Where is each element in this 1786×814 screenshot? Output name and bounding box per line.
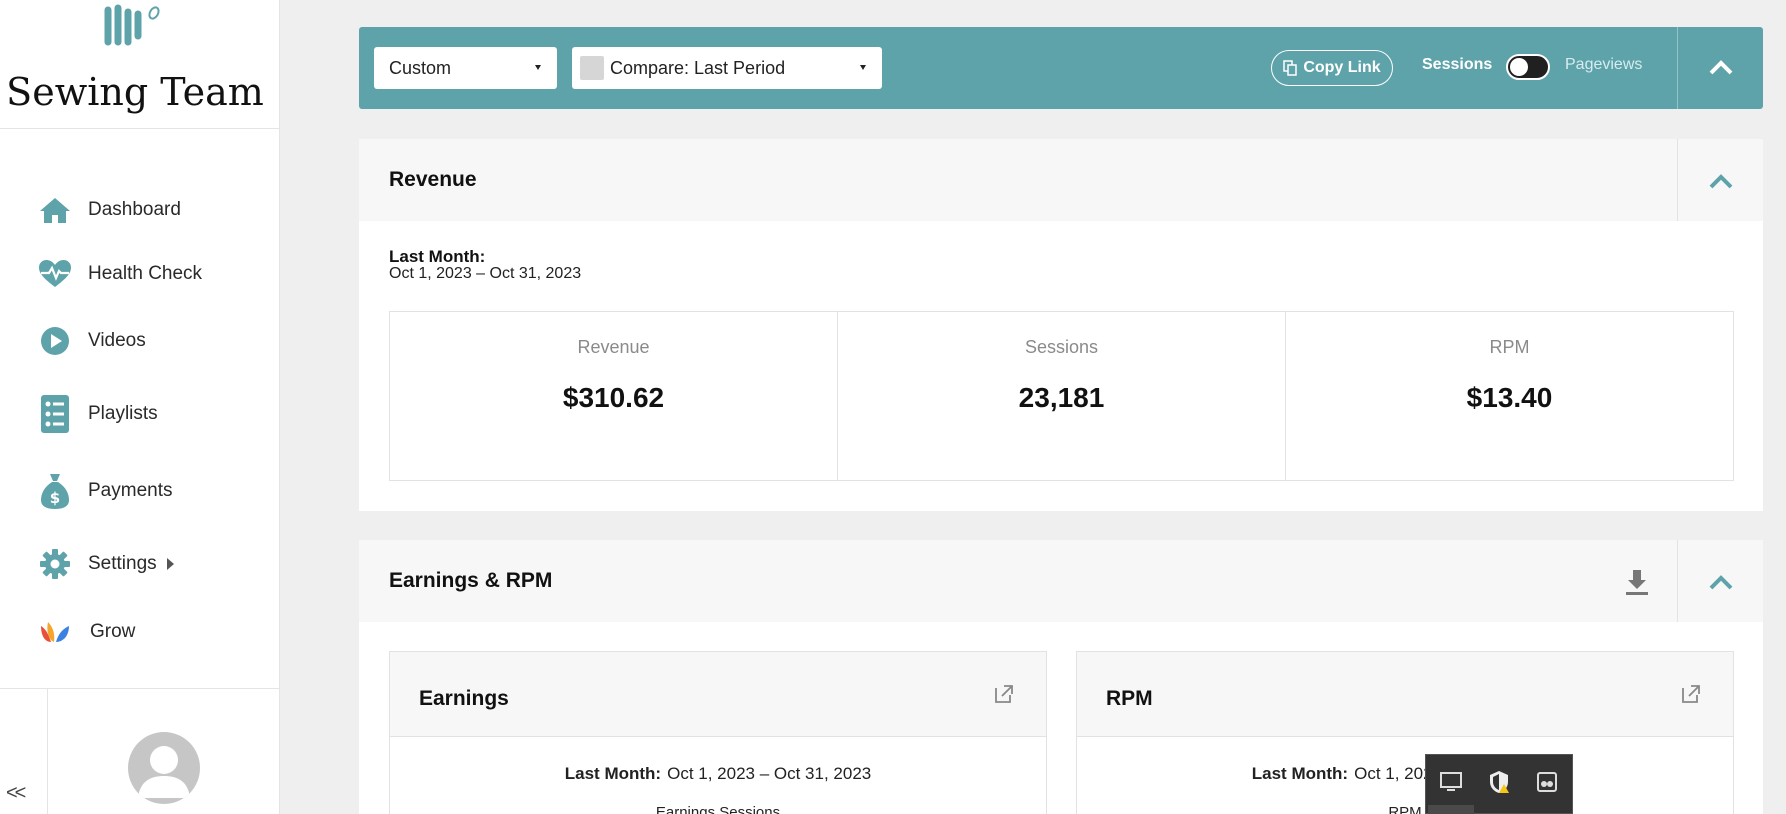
- sidebar-divider: [0, 688, 280, 689]
- avatar[interactable]: [128, 732, 200, 804]
- brand-name: Sewing Team: [6, 70, 264, 114]
- heartbeat-icon: [38, 257, 72, 291]
- sidebar-item-playlists[interactable]: Playlists: [38, 394, 158, 434]
- stat-value: 23,181: [1018, 382, 1105, 413]
- external-link-icon[interactable]: [1681, 684, 1701, 704]
- earnings-subcard-header: Earnings: [390, 652, 1046, 737]
- stat-value: $310.62: [562, 382, 665, 413]
- earnings-period: Last Month: Oct 1, 2023 – Oct 31, 2023: [390, 764, 1046, 784]
- sidebar-item-settings[interactable]: Settings: [38, 544, 174, 584]
- earnings-subcard: Earnings Last Month: Oct 1, 2023 – Oct 31…: [389, 651, 1047, 814]
- toggle-label-pageviews[interactable]: Pageviews: [1565, 56, 1643, 73]
- earnings-rpm-card: Earnings & RPM Earnings Last Month: Oct 1…: [359, 540, 1763, 814]
- sidebar-divider: [0, 128, 280, 129]
- collapse-toolbar-chevron-up-icon[interactable]: [1706, 53, 1736, 83]
- grow-logo-icon: [38, 615, 72, 649]
- revenue-card-header: Revenue: [359, 139, 1763, 221]
- dropdown-arrow-icon: [860, 65, 866, 70]
- sidebar: Sewing Team Dashboard Health Check Video…: [0, 0, 280, 814]
- system-tray-popup: [1425, 754, 1573, 814]
- gear-icon: [38, 547, 72, 581]
- stat-sessions: Sessions 23,181: [838, 312, 1286, 480]
- compare-select[interactable]: Compare: Last Period: [572, 47, 882, 89]
- stat-revenue: Revenue $310.62: [390, 312, 838, 480]
- toggle-knob: [1510, 58, 1528, 76]
- caret-right-icon: [166, 558, 174, 570]
- sidebar-item-grow[interactable]: Grow: [38, 612, 135, 652]
- toolbar-divider: [1677, 27, 1678, 109]
- compare-color-swatch: [580, 56, 604, 80]
- collapse-earnings-chevron-up-icon[interactable]: [1706, 568, 1736, 598]
- copy-icon: [1283, 60, 1298, 76]
- period-label: Last Month:: [389, 247, 486, 266]
- toggle-label-sessions[interactable]: Sessions: [1422, 56, 1493, 73]
- sidebar-item-label: Dashboard: [88, 199, 181, 220]
- stat-label: Revenue: [577, 337, 650, 357]
- dropdown-arrow-icon: [535, 65, 541, 70]
- revenue-stats: Revenue $310.62 Sessions 23,181 RPM $13.…: [389, 311, 1734, 481]
- app-tray-icon[interactable]: [1534, 769, 1560, 795]
- sidebar-item-label: Settings: [88, 553, 157, 574]
- home-icon: [38, 193, 72, 227]
- filter-toolbar: Custom Compare: Last Period Copy Link Se…: [359, 27, 1763, 109]
- collapse-sidebar-button[interactable]: <<: [6, 782, 26, 804]
- earnings-rpm-card-title: Earnings & RPM: [389, 569, 553, 592]
- copy-link-button[interactable]: Copy Link: [1271, 50, 1393, 86]
- revenue-card: Revenue Last Month: Oct 1, 2023 – Oct 31…: [359, 139, 1763, 511]
- play-circle-icon: [38, 324, 72, 358]
- sidebar-item-label: Playlists: [88, 403, 158, 424]
- rpm-period: Last Month:Oct 1, 2023 – Oct 31, 2023: [1077, 764, 1733, 784]
- sidebar-vertical-divider: [47, 688, 48, 814]
- date-range-select[interactable]: Custom: [374, 47, 557, 89]
- collapse-revenue-chevron-up-icon[interactable]: [1706, 167, 1736, 197]
- period-label: Last Month:: [1251, 764, 1349, 783]
- user-icon: [138, 746, 190, 798]
- money-bag-icon: $: [38, 474, 72, 509]
- copy-link-label: Copy Link: [1303, 59, 1381, 76]
- earnings-legend: Earnings Sessions: [655, 804, 781, 814]
- sidebar-item-dashboard[interactable]: Dashboard: [38, 190, 181, 230]
- svg-text:$: $: [50, 489, 60, 507]
- period-label: Last Month:: [564, 764, 662, 783]
- rpm-title: RPM: [1106, 687, 1153, 710]
- sidebar-item-health-check[interactable]: Health Check: [38, 254, 202, 294]
- header-divider: [1677, 139, 1678, 221]
- earnings-title: Earnings: [419, 687, 509, 710]
- external-link-icon[interactable]: [994, 684, 1014, 704]
- tray-indicator: [1428, 805, 1474, 814]
- rpm-subcard-header: RPM: [1077, 652, 1733, 737]
- checklist-icon: [38, 395, 72, 433]
- stat-label: Sessions: [1024, 337, 1099, 357]
- sidebar-item-label: Health Check: [88, 263, 203, 284]
- earnings-rpm-card-header: Earnings & RPM: [359, 540, 1763, 622]
- security-shield-icon[interactable]: [1486, 769, 1512, 795]
- compare-value: Compare: Last Period: [610, 57, 786, 78]
- brand-logo-icon: [104, 4, 160, 46]
- sidebar-item-label: Videos: [88, 330, 146, 351]
- monitor-icon[interactable]: [1438, 769, 1464, 795]
- date-range-value: Custom: [389, 57, 452, 78]
- sidebar-item-videos[interactable]: Videos: [38, 321, 146, 361]
- header-divider: [1677, 540, 1678, 622]
- revenue-card-title: Revenue: [389, 168, 477, 191]
- sidebar-item-label: Payments: [88, 480, 173, 501]
- period-range: Oct 1, 2023 – Oct 31, 2023: [667, 764, 872, 783]
- rpm-legend: RPM: [1388, 804, 1422, 814]
- stat-value: $13.40: [1466, 382, 1553, 413]
- rpm-subcard: RPM Last Month:Oct 1, 2023 – Oct 31, 202…: [1076, 651, 1734, 814]
- sidebar-item-payments[interactable]: $ Payments: [38, 471, 172, 511]
- period-range: Oct 1, 2023 – Oct 31, 2023: [389, 265, 582, 282]
- stat-label: RPM: [1489, 337, 1530, 357]
- stat-rpm: RPM $13.40: [1286, 312, 1733, 480]
- download-icon[interactable]: [1624, 568, 1650, 596]
- sidebar-item-label: Grow: [90, 621, 136, 642]
- sessions-pageviews-toggle[interactable]: [1506, 54, 1550, 80]
